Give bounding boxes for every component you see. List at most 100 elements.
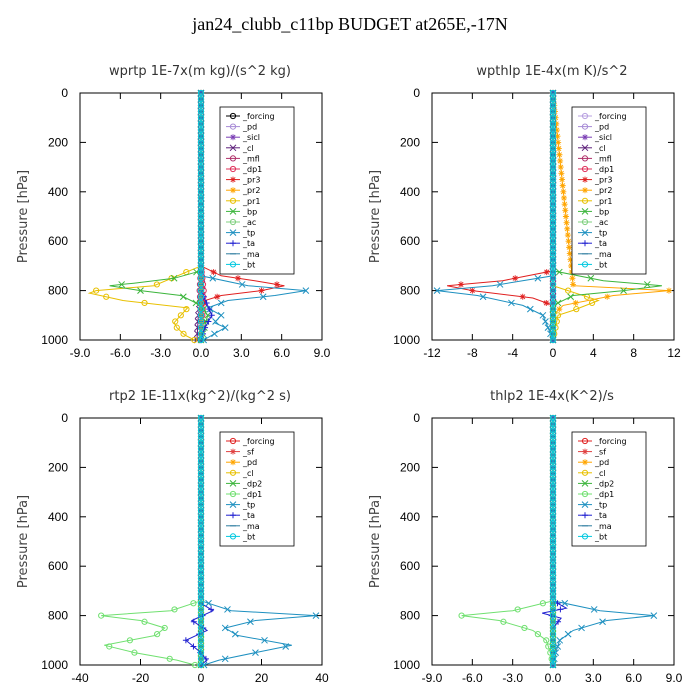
series-marker bbox=[258, 287, 265, 294]
series-marker bbox=[197, 519, 205, 527]
series-marker bbox=[103, 293, 110, 300]
series-marker bbox=[561, 599, 569, 607]
series-marker bbox=[197, 139, 205, 146]
y-axis-label: Pressure [hPa] bbox=[16, 495, 31, 588]
legend-marker bbox=[229, 469, 237, 476]
series-marker bbox=[556, 151, 563, 158]
legend-label: _sf bbox=[594, 448, 606, 457]
series-marker bbox=[197, 164, 205, 171]
series-marker bbox=[555, 139, 562, 146]
series-marker bbox=[570, 281, 577, 288]
legend-label: _dp1 bbox=[594, 165, 614, 174]
series-group bbox=[458, 414, 658, 669]
series-marker bbox=[542, 318, 549, 325]
legend-label: _ma bbox=[242, 250, 260, 259]
series-marker bbox=[234, 275, 241, 282]
chart-panel-1: wprtp 1E-7x(m kg)/(s^2 kg) Pressure [hPa]… bbox=[16, 64, 331, 360]
series-marker bbox=[197, 556, 205, 564]
legend-label: _ac bbox=[594, 218, 608, 227]
series-marker bbox=[197, 631, 205, 638]
series-marker bbox=[197, 600, 205, 607]
series-marker bbox=[549, 256, 557, 263]
x-tick-label: 9.0 bbox=[666, 671, 683, 685]
series-marker bbox=[197, 421, 205, 428]
series-marker bbox=[197, 482, 205, 490]
series-marker bbox=[197, 643, 205, 650]
legend-label: _dp1 bbox=[242, 165, 262, 174]
legend-label: _ma bbox=[594, 522, 612, 531]
series-marker bbox=[153, 281, 160, 288]
x-tick-label: -40 bbox=[71, 671, 89, 685]
series-marker bbox=[549, 219, 557, 226]
series-marker bbox=[526, 305, 534, 313]
series-marker bbox=[549, 569, 557, 576]
series-marker bbox=[572, 299, 579, 306]
series-marker bbox=[197, 312, 205, 319]
series-marker bbox=[512, 275, 519, 282]
series-marker bbox=[197, 293, 205, 300]
series-marker bbox=[561, 201, 568, 208]
series-marker bbox=[549, 526, 557, 533]
legend-marker bbox=[581, 480, 589, 487]
series-marker bbox=[549, 458, 557, 465]
series-marker bbox=[204, 311, 212, 319]
legend-label: _dp2 bbox=[594, 479, 614, 488]
legend-label: _forcing bbox=[242, 437, 275, 446]
series-line-dp1 bbox=[461, 418, 554, 666]
series-marker bbox=[549, 661, 557, 669]
series-marker bbox=[549, 275, 557, 282]
series-marker bbox=[665, 287, 672, 294]
series-marker bbox=[191, 336, 198, 344]
y-tick-label: 200 bbox=[400, 460, 420, 474]
series-line-dp1 bbox=[101, 418, 202, 666]
series-marker bbox=[549, 489, 557, 496]
series-marker bbox=[259, 293, 267, 301]
series-marker bbox=[549, 108, 557, 115]
series-marker bbox=[650, 612, 658, 619]
series-marker bbox=[282, 643, 290, 650]
series-marker bbox=[141, 299, 148, 307]
series-group bbox=[98, 414, 320, 669]
series-marker bbox=[549, 250, 557, 257]
legend-marker bbox=[229, 501, 237, 508]
series-marker bbox=[197, 330, 205, 337]
legend-marker bbox=[582, 134, 588, 141]
series-marker bbox=[197, 624, 205, 632]
series-marker bbox=[573, 306, 580, 313]
series-marker bbox=[549, 126, 557, 134]
series-marker bbox=[554, 299, 562, 307]
series-marker bbox=[191, 661, 199, 669]
series-marker bbox=[217, 299, 225, 307]
legend-label: _mfl bbox=[594, 154, 612, 163]
legend-label: _pd bbox=[594, 123, 609, 132]
series-marker bbox=[273, 281, 280, 288]
legend-marker bbox=[230, 134, 236, 141]
series-marker bbox=[197, 318, 205, 325]
series-marker bbox=[549, 587, 557, 595]
series-marker bbox=[197, 532, 205, 539]
series-marker bbox=[197, 262, 205, 269]
series-marker bbox=[549, 544, 557, 551]
legend-label: _cl bbox=[242, 469, 254, 478]
series-marker bbox=[197, 201, 205, 208]
series-marker bbox=[560, 194, 567, 201]
legend-marker bbox=[229, 123, 237, 130]
series-marker bbox=[549, 421, 557, 428]
legend-label: _forcing bbox=[594, 112, 627, 121]
series-marker bbox=[190, 600, 197, 607]
x-tick-label: -8 bbox=[467, 346, 478, 360]
legend-label: _sicl bbox=[242, 133, 260, 142]
y-tick-label: 800 bbox=[400, 609, 420, 623]
series-marker bbox=[555, 145, 562, 152]
series-marker bbox=[131, 649, 138, 656]
series-marker bbox=[197, 575, 205, 582]
series-marker bbox=[549, 433, 557, 440]
y-axis-label: Pressure [hPa] bbox=[16, 170, 31, 263]
series-line-tp bbox=[436, 93, 554, 341]
legend-label: _cl bbox=[242, 144, 254, 153]
series-marker bbox=[137, 287, 144, 294]
series-marker bbox=[514, 606, 521, 613]
legend-label: _cl bbox=[594, 144, 606, 153]
series-marker bbox=[197, 268, 205, 276]
panel-title: thlp2 1E-4x(K^2)/s bbox=[490, 389, 614, 404]
